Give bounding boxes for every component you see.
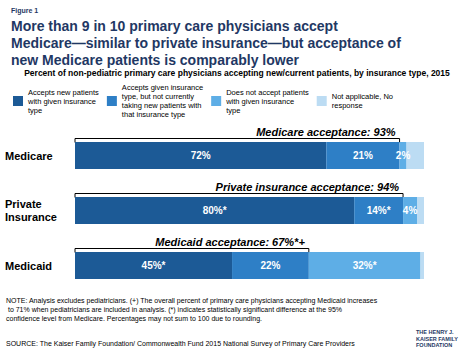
svg-text:that insurance type: that insurance type (122, 110, 185, 119)
svg-text:22%: 22% (260, 260, 280, 271)
svg-text:THE HENRY J.: THE HENRY J. (416, 329, 455, 335)
svg-text:confidence level from Medicare: confidence level from Medicare. Percenta… (6, 315, 262, 323)
svg-text:Percent of non-pediatric prima: Percent of non-pediatric primary care ph… (24, 68, 450, 78)
svg-text:72%: 72% (191, 150, 211, 161)
svg-text:Private: Private (5, 198, 45, 210)
svg-text:FOUNDATION: FOUNDATION (416, 342, 452, 348)
svg-text:Private insurance acceptance:: Private insurance acceptance: 94% (216, 181, 400, 193)
svg-text:More than 9 in 10 primary care: More than 9 in 10 primary care physician… (11, 18, 342, 34)
svg-text:Does not accept patients: Does not accept patients (226, 88, 309, 97)
svg-text:type: type (28, 106, 42, 115)
svg-text:with given insurance: with given insurance (225, 97, 294, 106)
svg-text:Medicare—similar to private in: Medicare—similar to private insurance—bu… (11, 35, 405, 51)
svg-text:response: response (332, 101, 363, 110)
svg-text:Figure 1: Figure 1 (11, 7, 38, 15)
svg-text:KAISER FAMILY: KAISER FAMILY (416, 336, 459, 342)
svg-text:new Medicare patients is compa: new Medicare patients is comparably lowe… (11, 52, 299, 68)
svg-text:14%*: 14%* (367, 205, 391, 216)
svg-text:NOTE: Analysis excludes pediat: NOTE: Analysis excludes pediatricians. (… (6, 297, 378, 305)
svg-text:Medicaid: Medicaid (5, 260, 52, 272)
svg-text:32%*: 32%* (353, 260, 377, 271)
svg-text:type: type (226, 106, 240, 115)
svg-text:4%: 4% (403, 205, 418, 216)
svg-text:Medicaid acceptance: 67%*+: Medicaid acceptance: 67%*+ (155, 236, 305, 248)
svg-text:to 71% when pediatricians are: to 71% when pediatricians are included i… (6, 306, 344, 314)
svg-text:SOURCE: The Kaiser Family Foun: SOURCE: The Kaiser Family Foundation/ Co… (6, 340, 355, 348)
svg-text:type, but not currently: type, but not currently (122, 92, 194, 101)
svg-text:2%: 2% (396, 150, 411, 161)
svg-text:Accepts new patients: Accepts new patients (28, 88, 99, 97)
svg-text:Accepts given insurance: Accepts given insurance (122, 83, 203, 92)
svg-text:Medicare: Medicare (5, 150, 53, 162)
svg-text:45%*: 45%* (142, 260, 166, 271)
svg-text:with given insurance: with given insurance (27, 97, 96, 106)
svg-text:taking new patients with: taking new patients with (122, 101, 202, 110)
svg-text:Not applicable, No: Not applicable, No (332, 92, 393, 101)
svg-text:21%: 21% (353, 150, 373, 161)
svg-text:Insurance: Insurance (5, 211, 57, 223)
svg-text:Medicare acceptance: 93%: Medicare acceptance: 93% (256, 126, 396, 138)
svg-text:80%*: 80%* (203, 205, 227, 216)
